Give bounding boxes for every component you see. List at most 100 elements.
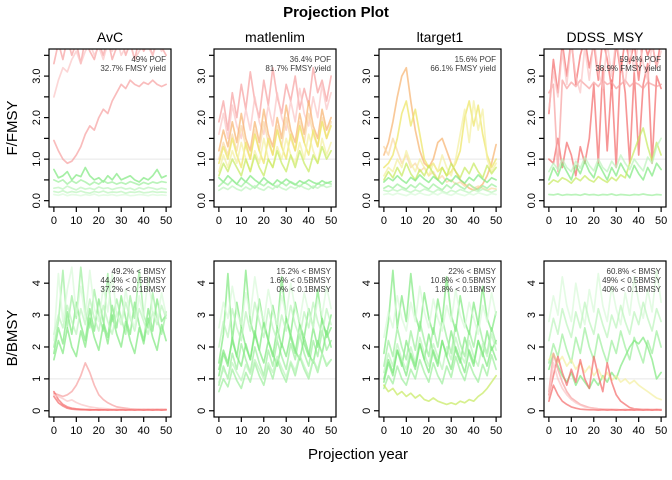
x-tick-label: 10 [70,425,82,437]
panel-annotation: 36.4% POF [290,55,331,64]
panel-matlenlim-FFMSY: 0 10 20 30 40 50 0.0 1.0 2.0 3.0 matlenlim 36.4% PO… [196,29,337,227]
x-tick-label: 10 [235,215,247,227]
series-line [383,100,497,177]
series-group [218,66,332,192]
panel-annotation: 15.2% < BMSY [277,267,332,276]
x-tick-label: 40 [468,425,480,437]
x-tick-label: 50 [490,215,502,227]
x-tick-label: 0 [381,425,387,437]
x-tick-label: 50 [655,425,667,437]
y-tick-label: 4 [361,280,373,286]
y-tick-label: 1.0 [526,152,538,167]
y-tick-label: 0.0 [31,193,43,208]
series-line [53,49,164,98]
series-line [218,352,332,383]
series-line [53,362,167,411]
series-line [218,330,332,387]
y-tick-label: 1 [526,376,538,382]
y-tick-label: 1 [196,376,208,382]
panel-annotation: 49% < 0.5BMSY [602,276,662,285]
series-line [383,188,497,195]
series-line [218,184,332,192]
series-line [218,145,332,177]
y-tick-label: 4 [196,280,208,286]
series-line [383,317,497,367]
series-line [383,269,497,355]
panel-border [48,260,172,418]
x-tick-label: 30 [610,215,622,227]
x-tick-label: 50 [490,425,502,437]
x-tick-label: 20 [423,425,435,437]
column-title: ltarget1 [417,29,464,45]
series-line [548,58,662,177]
series-line [53,295,167,355]
y-tick-label: 3 [31,312,43,318]
y-tick-label: 2 [31,344,43,350]
x-tick-label: 10 [70,215,82,227]
panel-annotation: 49% POF [131,55,166,64]
y-tick-label: 2 [361,344,373,350]
x-tick-label: 0 [546,425,552,437]
series-group [53,49,167,197]
panel-border [543,260,667,418]
panel-annotation: 81.7% FMSY yield [265,64,331,73]
series-line [383,354,497,390]
y-tick-label: 0 [196,408,208,414]
panel-annotation: 60.8% < BMSY [607,267,662,276]
series-group [548,269,662,411]
x-axis-title: Projection year [307,446,409,463]
series-line [53,193,167,197]
y-tick-label: 2.0 [526,110,538,125]
series-line [548,326,662,364]
series-line [218,66,332,131]
x-tick-label: 30 [280,425,292,437]
y-tick-label: 3 [361,312,373,318]
series-line [383,191,497,197]
panel-annotation: 66.1% FMSY yield [430,64,496,73]
y-tick-label: 2.0 [361,110,373,125]
series-line [548,160,662,181]
panel-annotation: 1.6% < 0.5BMSY [270,276,332,285]
series-line [53,298,167,336]
panel-annotation: 40% < 0.1BMSY [602,285,662,294]
panel-border [378,260,502,418]
column-title: AvC [97,29,123,45]
x-tick-label: 0 [216,215,222,227]
y-tick-label: 3.0 [526,68,538,83]
x-tick-label: 30 [115,215,127,227]
y-tick-label: 0.0 [526,193,538,208]
series-line [383,100,497,177]
panel-annotation: 0% < 0.1BMSY [277,285,332,294]
y-tick-label: 1.0 [31,152,43,167]
series-line [218,301,332,348]
series-line [383,285,497,339]
x-tick-label: 0 [381,215,387,227]
series-line [218,174,332,186]
y-tick-label: 2.0 [31,110,43,125]
series-line [548,269,662,326]
y-tick-label: 0 [31,408,43,414]
panel-annotation: 59.4% POF [620,55,661,64]
x-tick-label: 30 [115,425,127,437]
x-tick-label: 20 [93,425,105,437]
panel-annotation: 37.2% < 0.1BMSY [100,285,166,294]
x-tick-label: 40 [303,425,315,437]
x-tick-label: 10 [400,215,412,227]
series-line [548,127,662,185]
panel-annotation: 1.8% < 0.1BMSY [435,285,497,294]
y-tick-label: 3.0 [196,68,208,83]
x-tick-label: 40 [303,215,315,227]
y-tick-label: 2 [196,344,208,350]
panel-annotation: 38.9% FMSY yield [595,64,661,73]
x-tick-label: 0 [51,215,57,227]
y-tick-label: 1.0 [361,152,373,167]
panel-annotation: 22% < BMSY [448,267,496,276]
x-tick-label: 20 [588,215,600,227]
y-tick-label: 3 [196,312,208,318]
series-line [218,317,332,377]
x-tick-label: 50 [160,425,172,437]
